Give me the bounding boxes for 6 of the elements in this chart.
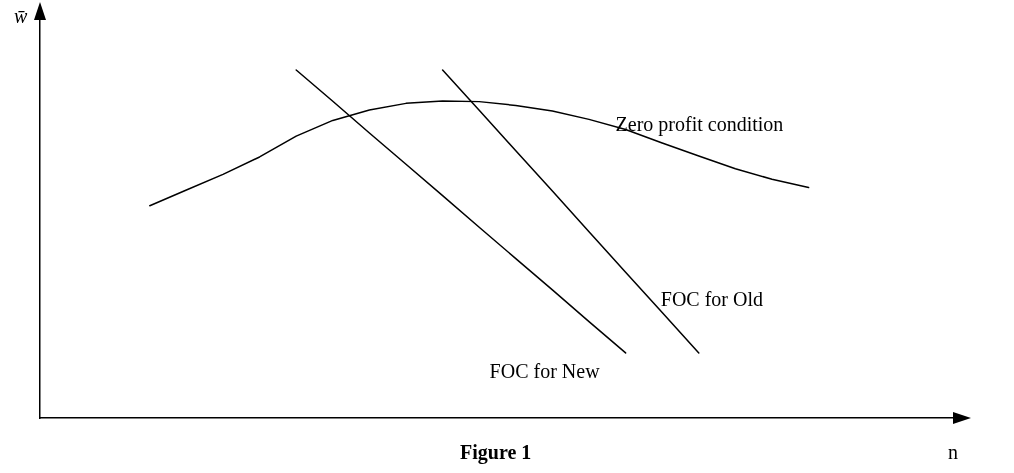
series-label: Zero profit condition (615, 112, 784, 136)
series-label: FOC for New (489, 360, 601, 383)
y-axis-title: w̄ (14, 5, 28, 27)
series-label: FOC for Old (660, 288, 764, 311)
x-axis-title: n (948, 441, 958, 463)
text: Figure 1 (460, 441, 532, 463)
